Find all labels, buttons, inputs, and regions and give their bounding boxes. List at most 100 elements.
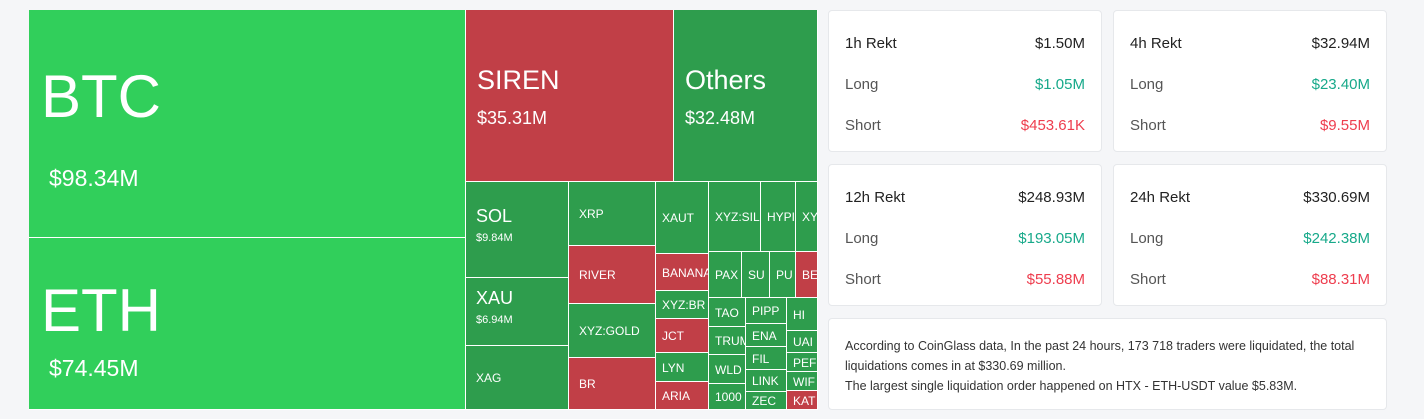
card-title: 12h Rekt — [845, 189, 906, 206]
card-row: Short $88.31M — [1130, 271, 1370, 288]
treemap-tile: JCT — [656, 319, 709, 353]
tile-label: UAI — [793, 335, 814, 349]
card-row: Short $9.55M — [1130, 117, 1370, 134]
card-row: Long $1.05M — [845, 76, 1085, 93]
treemap-tile: PU — [770, 252, 796, 298]
summary: According to CoinGlass data, In the past… — [828, 318, 1387, 410]
tile-label: BTC — [41, 63, 161, 130]
row-value: $242.38M — [1303, 230, 1370, 247]
treemap-tile: PEF — [787, 353, 818, 372]
stat-card: 24h Rekt $330.69M Long $242.38M Short $88.31M — [1113, 164, 1387, 306]
tile-value: $35.31M — [477, 108, 548, 128]
stat-card: 1h Rekt $1.50M Long $1.05M Short $453.61K — [828, 10, 1102, 152]
tile-label: WIF — [793, 374, 815, 389]
treemap-tile: XYZ:SIL — [709, 182, 761, 252]
row-label: Short — [845, 117, 881, 134]
card-total: $32.94M — [1311, 35, 1370, 52]
treemap-tile: WIF — [787, 372, 818, 391]
tile-label: ETH — [41, 277, 161, 344]
row-value: $1.05M — [1034, 76, 1085, 93]
tile-value: $9.84M — [476, 232, 513, 244]
tile-value: $6.94M — [476, 314, 513, 326]
treemap-tile: BE — [796, 252, 818, 298]
stat-card: 4h Rekt $32.94M Long $23.40M Short $9.55M — [1113, 10, 1387, 152]
card-header: 4h Rekt $32.94M — [1130, 35, 1370, 52]
tile-label: LINK — [752, 374, 779, 388]
summary-text: According to CoinGlass data, In the past… — [845, 339, 1355, 373]
tile-label: Others — [685, 65, 767, 95]
row-label: Short — [1130, 271, 1166, 288]
card-row: Long $23.40M — [1130, 76, 1370, 93]
treemap-tile: ARIA — [656, 382, 709, 410]
tile-label: TRUM — [715, 334, 745, 348]
card-row: Long $193.05M — [845, 230, 1085, 247]
tile-label: KAT — [793, 393, 816, 408]
treemap-tile: XAG — [466, 346, 569, 410]
tile-label: XYZ:BR — [662, 298, 706, 312]
tile-value: $32.48M — [685, 108, 756, 128]
treemap-tile: PAX — [709, 252, 742, 298]
row-value: $23.40M — [1311, 76, 1370, 93]
card-total: $248.93M — [1018, 189, 1085, 206]
treemap-tile: LINK — [746, 370, 787, 392]
tile-label: ZEC — [752, 394, 776, 408]
row-label: Long — [1130, 76, 1164, 93]
treemap-tile: BR — [569, 358, 656, 410]
treemap-tile: XYZ:GOLD — [569, 304, 656, 358]
card-title: 24h Rekt — [1130, 189, 1191, 206]
treemap-tile: HI — [787, 298, 818, 331]
card-total: $1.50M — [1034, 35, 1085, 52]
treemap-tile: HYPI — [761, 182, 796, 252]
tile-label: BR — [579, 377, 596, 391]
row-label: Short — [1130, 117, 1166, 134]
card-title: 1h Rekt — [845, 35, 897, 52]
tile-label: TAO — [715, 305, 739, 320]
treemap-tile: XAU $6.94M — [466, 278, 569, 346]
row-value: $193.05M — [1018, 230, 1085, 247]
treemap-tile: XYZ:BR — [656, 291, 709, 319]
tile-label: XAUT — [662, 211, 695, 225]
stat-card: 12h Rekt $248.93M Long $193.05M Short $55.88M — [828, 164, 1102, 306]
tile-label: SU — [748, 268, 765, 282]
card-total: $330.69M — [1303, 189, 1370, 206]
row-label: Long — [845, 230, 879, 247]
treemap-tile: TAO — [709, 298, 746, 327]
card-row: Short $55.88M — [845, 271, 1085, 288]
treemap-tile: 1000 — [709, 384, 746, 410]
tile-label: XAG — [476, 371, 502, 385]
treemap-tile: XAUT — [656, 182, 709, 254]
treemap-tile: ZEC — [746, 392, 787, 410]
treemap-tile: WLD — [709, 355, 746, 384]
tile-label: SIREN — [477, 65, 560, 95]
treemap-tile: XY — [796, 182, 818, 252]
tile-value: $74.45M — [49, 354, 139, 381]
row-label: Long — [1130, 230, 1164, 247]
treemap-tile: SIREN $35.31M — [466, 10, 674, 182]
tile-label: WLD — [715, 362, 742, 377]
treemap-tile: Others $32.48M — [674, 10, 818, 182]
tile-label: PAX — [715, 268, 739, 282]
tile-label: BE — [802, 268, 818, 282]
card-row: Short $453.61K — [845, 117, 1085, 134]
tile-label: XYZ:SIL — [715, 210, 760, 224]
card-header: 1h Rekt $1.50M — [845, 35, 1085, 52]
treemap-tile: UAI — [787, 331, 818, 353]
card-header: 24h Rekt $330.69M — [1130, 189, 1370, 206]
row-value: $9.55M — [1319, 117, 1370, 134]
card-title: 4h Rekt — [1130, 35, 1182, 52]
tile-label: HYPI — [767, 210, 796, 224]
tile-value: $98.34M — [49, 165, 139, 192]
tile-label: PU — [776, 268, 793, 282]
tile-label: XAU — [476, 288, 514, 308]
treemap-tile: ETH $74.45M — [29, 238, 466, 410]
tile-label: XYZ:GOLD — [579, 324, 640, 338]
treemap-tile: FIL — [746, 347, 787, 370]
tile-label: ENA — [752, 328, 777, 343]
card-row: Long $242.38M — [1130, 230, 1370, 247]
tile-label: PEF — [793, 355, 817, 370]
treemap-tile: SOL $9.84M — [466, 182, 569, 278]
treemap-tile: PIPP — [746, 298, 787, 324]
tile-label: 1000 — [715, 390, 742, 404]
tile-label: ARIA — [662, 389, 691, 403]
